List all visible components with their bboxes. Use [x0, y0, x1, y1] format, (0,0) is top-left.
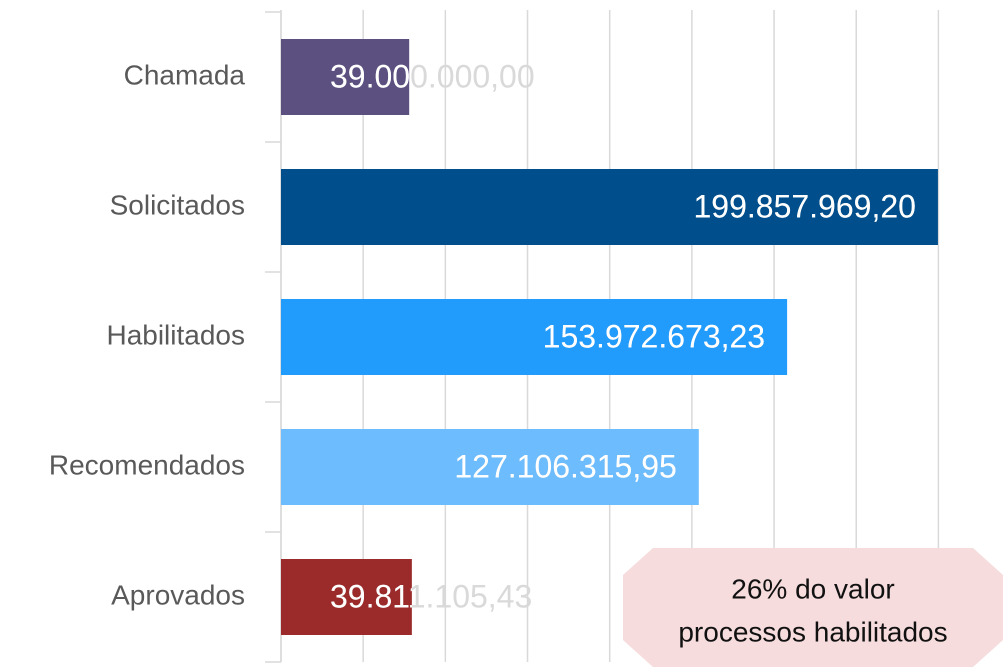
value-label: 199.857.969,20 [693, 188, 915, 224]
bar [281, 559, 412, 635]
category-label: Recomendados [49, 449, 245, 480]
bar [281, 429, 699, 505]
value-label: 153.972.673,23 [543, 318, 765, 354]
category-label: Aprovados [111, 579, 245, 610]
value-label: 199.857.969,20 [693, 188, 915, 224]
annotation-text: processos habilitados [678, 616, 947, 647]
category-label: Solicitados [110, 189, 245, 220]
value-label: 153.972.673,23 [543, 318, 765, 354]
value-label: 127.106.315,95 [454, 448, 676, 484]
annotation-box [623, 548, 1003, 667]
bar [281, 299, 788, 375]
value-label: 39.811.105,43 [330, 578, 532, 614]
value-label: 39.811.105,43 [330, 578, 532, 614]
value-label: 39.000.000,00 [330, 58, 535, 94]
bar [281, 169, 938, 245]
category-label: Chamada [124, 59, 246, 90]
category-label: Habilitados [106, 319, 245, 350]
value-label: 39.000.000,00 [330, 58, 535, 94]
annotation-text: 26% do valor [731, 573, 894, 604]
value-label: 127.106.315,95 [454, 448, 676, 484]
bar [281, 39, 410, 115]
